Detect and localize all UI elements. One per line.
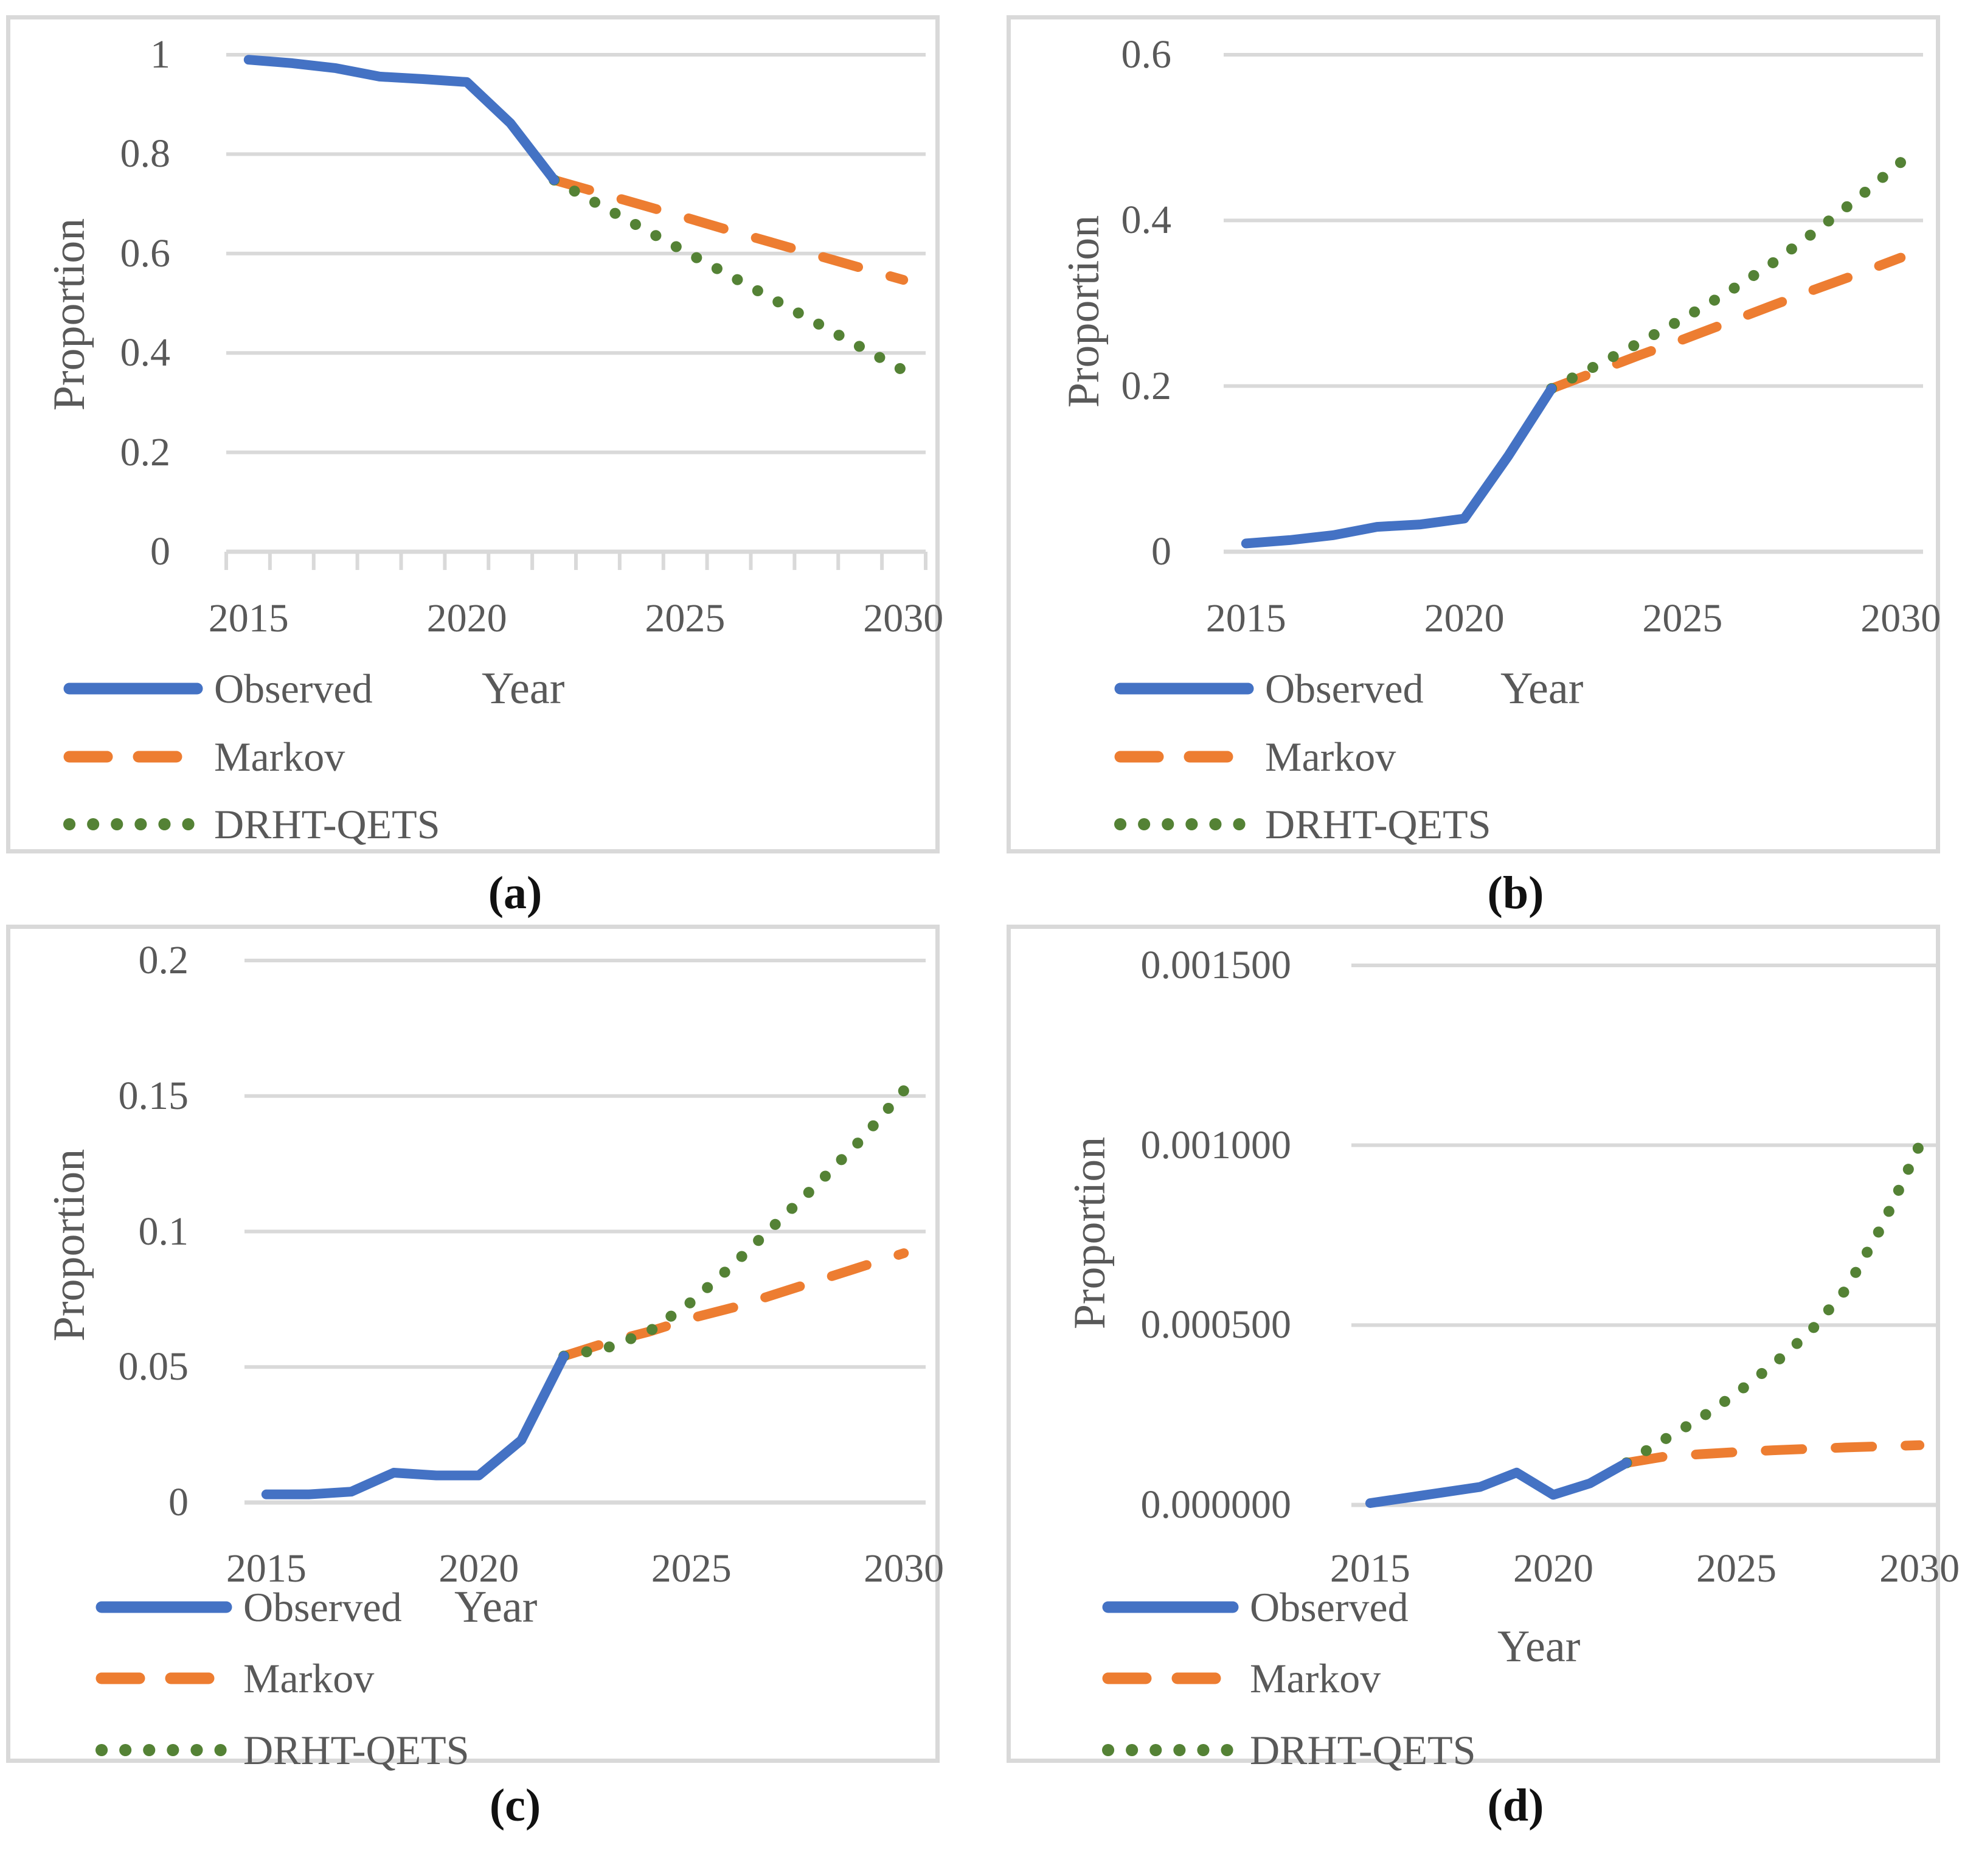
legend-label-drht-qets: DRHT-QETS — [1250, 1727, 1476, 1773]
series-drht-qets-a — [549, 174, 909, 376]
chart-a-plot — [224, 53, 927, 570]
legend-label-observed: Observed — [1250, 1584, 1409, 1630]
y-tick-label: 0.4 — [120, 330, 171, 375]
y-tick-label: 0.2 — [1121, 363, 1172, 408]
legend-label-observed: Observed — [214, 665, 373, 712]
y-tick-label: 0.2 — [120, 429, 171, 474]
legend-label-observed: Observed — [243, 1584, 402, 1630]
chart-d-plot — [1351, 964, 1938, 1508]
caption-c: (c) — [489, 1780, 541, 1831]
series-observed-d — [1365, 1457, 1632, 1508]
x-tick-label: 2020 — [1513, 1546, 1593, 1591]
series-observed-b — [1241, 383, 1557, 549]
legend-marker-dotted-icon — [1102, 1744, 1239, 1756]
legend-marker-dashed-icon — [95, 1672, 232, 1684]
legend-label-markov: Markov — [1250, 1655, 1381, 1701]
chart-panel-c: 0.2 0.15 0.1 0.05 0 2015 2020 2025 2030 Proportio… — [6, 925, 944, 1773]
y-tick-label: 0.05 — [118, 1344, 189, 1389]
x-axis-title: Year — [1500, 664, 1584, 714]
x-tick-label: 2030 — [864, 1546, 945, 1591]
legend-label-markov: Markov — [1265, 734, 1396, 780]
x-axis-title: Year — [1497, 1622, 1581, 1672]
x-tick-label: 2030 — [1879, 1546, 1960, 1591]
series-observed-c — [261, 1351, 569, 1499]
x-tick-label: 2015 — [208, 596, 289, 641]
y-tick-label: 0.000500 — [1140, 1302, 1292, 1347]
legend-marker-dashed-icon — [1114, 751, 1254, 763]
y-tick-label: 0.001000 — [1140, 1122, 1292, 1167]
y-tick-label: 0 — [1151, 529, 1171, 574]
y-tick-label: 0.6 — [120, 231, 171, 276]
chart-panel-a: 1 0.8 0.6 0.4 0.2 0 2015 2020 2025 2030 Proportion… — [6, 15, 943, 853]
legend-label-markov: Markov — [214, 734, 345, 780]
series-markov-c — [559, 1248, 909, 1361]
x-axis-title: Year — [482, 664, 565, 714]
y-tick-label: 0.001500 — [1140, 943, 1292, 987]
y-tick-label: 0 — [168, 1480, 189, 1524]
y-axis-title: Proportion — [44, 1148, 94, 1342]
x-tick-label: 2020 — [1424, 596, 1505, 641]
legend-label-observed: Observed — [1265, 665, 1424, 712]
y-tick-label: 0.8 — [120, 131, 171, 176]
y-tick-label: 0.4 — [1121, 198, 1172, 243]
x-tick-label: 2025 — [651, 1546, 732, 1591]
y-tick-label: 0.000000 — [1140, 1482, 1292, 1527]
x-tick-label: 2030 — [863, 596, 944, 641]
x-axis-title: Year — [454, 1582, 538, 1632]
y-tick-label: 0.6 — [1121, 32, 1172, 77]
x-tick-label: 2025 — [1696, 1546, 1777, 1591]
x-tick-label: 2025 — [645, 596, 726, 641]
y-axis-title: Proportion — [1059, 215, 1109, 408]
y-tick-label: 0.15 — [118, 1073, 189, 1118]
legend-marker-dotted-icon — [63, 818, 203, 830]
legend-marker-dotted-icon — [95, 1744, 232, 1756]
series-markov-b — [1547, 252, 1906, 394]
legend-label-markov: Markov — [243, 1655, 375, 1701]
chart-c-plot — [244, 959, 926, 1505]
series-markov-a — [549, 175, 909, 285]
series-drht-qets-b — [1546, 157, 1907, 394]
legend-marker-solid-icon — [95, 1601, 232, 1613]
legend-label-drht-qets: DRHT-QETS — [214, 801, 440, 847]
legend-label-drht-qets: DRHT-QETS — [243, 1727, 470, 1773]
y-tick-label: 0 — [150, 529, 170, 574]
x-tick-label: 2025 — [1642, 596, 1723, 641]
caption-b: (b) — [1487, 867, 1544, 919]
series-drht-qets-d — [1621, 1139, 1926, 1468]
chart-panel-d: 0.001500 0.001000 0.000500 0.000000 2015 2020… — [1007, 925, 1960, 1773]
chart-panel-b: 0.6 0.4 0.2 0 2015 2020 2025 2030 Proportion Year… — [1007, 15, 1941, 853]
x-tick-label: 2015 — [1329, 1546, 1410, 1591]
legend-marker-dashed-icon — [63, 751, 203, 763]
legend-marker-solid-icon — [63, 683, 203, 695]
legend-marker-dashed-icon — [1102, 1672, 1239, 1684]
legend-marker-dotted-icon — [1114, 818, 1254, 830]
x-tick-label: 2020 — [439, 1546, 519, 1591]
legend-marker-solid-icon — [1102, 1601, 1239, 1613]
y-tick-label: 1 — [150, 32, 170, 77]
legend-marker-solid-icon — [1114, 683, 1254, 695]
y-tick-label: 0.1 — [138, 1209, 189, 1254]
series-drht-qets-c — [558, 1085, 910, 1362]
y-axis-title: Proportion — [44, 218, 94, 411]
y-axis-title: Proportion — [1065, 1136, 1115, 1330]
x-tick-label: 2015 — [226, 1546, 307, 1591]
series-observed-a — [243, 55, 560, 185]
chart-b-plot — [1224, 53, 1923, 554]
x-tick-label: 2020 — [426, 596, 507, 641]
caption-a: (a) — [488, 867, 542, 919]
legend-label-drht-qets: DRHT-QETS — [1265, 801, 1491, 847]
series-markov-d — [1621, 1440, 1925, 1468]
y-tick-label: 0.2 — [138, 938, 189, 982]
x-tick-label: 2030 — [1860, 596, 1941, 641]
caption-d: (d) — [1487, 1780, 1544, 1831]
x-tick-label: 2015 — [1205, 596, 1286, 641]
